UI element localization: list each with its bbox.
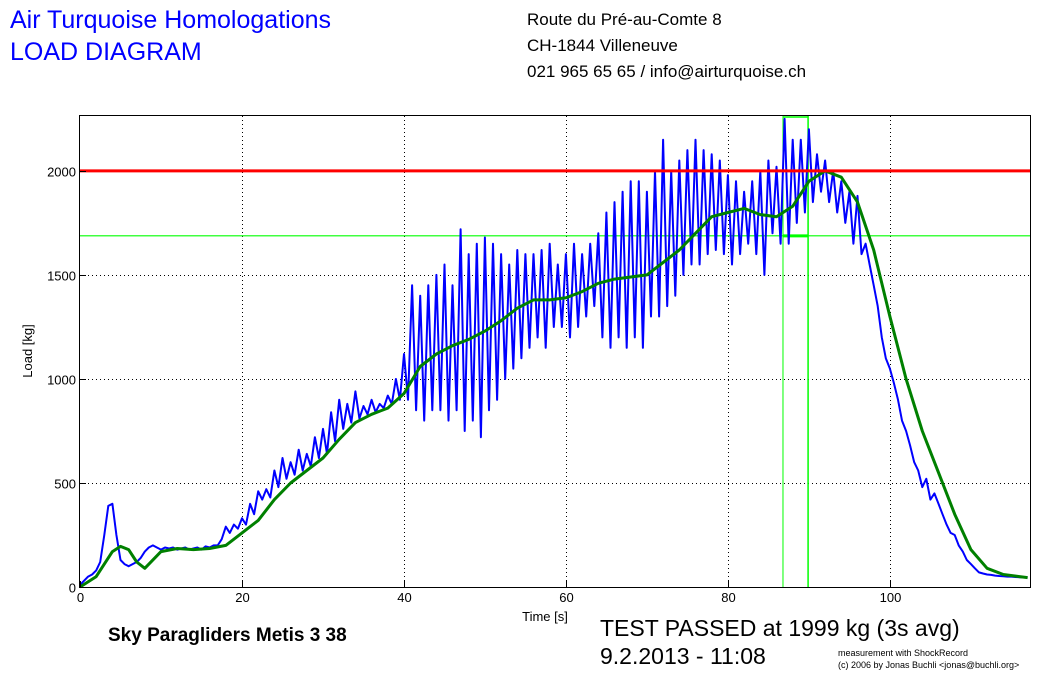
y-tick-label: 1000 [47,373,76,388]
title-diagram: LOAD DIAGRAM [10,38,202,66]
x-tick-label: 80 [721,590,735,605]
series-layer [79,116,1030,589]
grid [80,116,1030,587]
y-tick-label: 1500 [47,269,76,284]
y-tick-label: 2000 [47,165,76,180]
y-tick-label: 500 [54,477,76,492]
y-tick-label: 0 [69,581,76,596]
avg-load-line [79,169,1028,589]
y-axis-label: Load [kg] [20,324,35,378]
title-company: Air Turquoise Homologations [10,6,331,34]
x-tick-label: 100 [880,590,902,605]
x-tick-label: 60 [559,590,573,605]
x-axis-label: Time [s] [522,609,568,624]
x-tick-label: 0 [77,590,84,605]
x-tick-label: 20 [235,590,249,605]
raw-load-line [79,117,1028,586]
address-city: CH-1844 Villeneuve [527,36,678,55]
glider-name: Sky Paragliders Metis 3 38 [108,625,347,646]
address-contact: 021 965 65 65 / info@airturquoise.ch [527,62,807,81]
test-datetime: 9.2.2013 - 11:08 [600,643,766,669]
x-tick-label: 40 [397,590,411,605]
address-street: Route du Pré-au-Comte 8 [527,10,722,29]
credit-measurement: measurement with ShockRecord [838,648,969,658]
test-result: TEST PASSED at 1999 kg (3s avg) [600,615,960,641]
plot-frame [79,115,1031,588]
credit-copyright: (c) 2006 by Jonas Buchli <jonas@buchli.o… [838,660,1020,670]
